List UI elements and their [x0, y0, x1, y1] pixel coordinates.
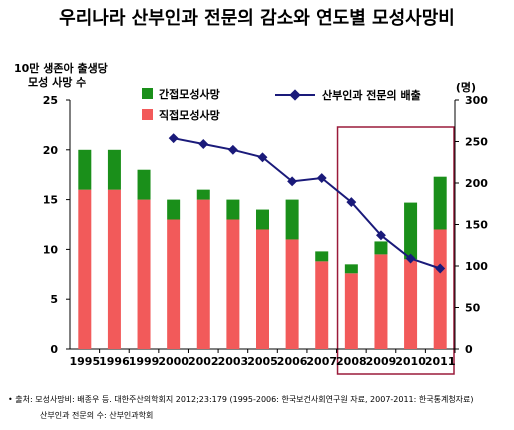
- legend-swatch-indirect: [142, 88, 153, 99]
- x-tick-label: 2008: [336, 355, 367, 368]
- x-tick-label: 2006: [277, 355, 308, 368]
- source-note-2: 산부인과 전문의 수: 산부인과학회: [40, 410, 153, 420]
- bar-indirect-2011: [433, 176, 447, 230]
- x-tick-label: 2002: [188, 355, 219, 368]
- chart-title: 우리나라 산부인과 전문의 감소와 연도별 모성사망비: [59, 8, 455, 29]
- source-note: • 출처: 모성사망비: 배종우 등. 대한주산의학회지 2012;23:179…: [8, 394, 474, 404]
- bar-direct-2010: [404, 259, 418, 349]
- bar-direct-2005: [256, 229, 269, 349]
- right-tick-label: 300: [465, 94, 488, 107]
- x-tick-label: 2007: [306, 355, 337, 368]
- x-tick-label: 2003: [218, 355, 249, 368]
- bar-indirect-2008: [344, 264, 358, 274]
- bar-indirect-2007: [315, 251, 329, 262]
- bar-indirect-1995: [78, 149, 92, 190]
- bar-indirect-2010: [404, 202, 418, 260]
- right-tick-label: 250: [465, 136, 488, 149]
- x-tick-label: 2000: [158, 355, 189, 368]
- left-tick-label: 20: [43, 144, 59, 157]
- right-tick-label: 200: [465, 177, 488, 190]
- bar-direct-2003: [226, 219, 240, 349]
- highlight-box: [336, 126, 455, 375]
- left-tick-label: 15: [43, 194, 58, 207]
- line-point-2006: [287, 176, 298, 187]
- x-tick-label: 2011: [425, 355, 456, 368]
- left-tick-label: 10: [43, 243, 59, 256]
- line-point-2003: [227, 144, 238, 155]
- left-axis-label-line1: 10만 생존아 출생당: [14, 61, 108, 75]
- bar-indirect-2006: [285, 199, 299, 240]
- bar-indirect-2003: [226, 199, 240, 220]
- right-tick-label: 0: [465, 343, 473, 356]
- right-tick-label: 150: [465, 219, 488, 232]
- line-point-2008: [346, 197, 357, 208]
- line-specialists: [173, 137, 441, 270]
- left-tick-label: 25: [43, 94, 58, 107]
- x-tick-label: 1995: [69, 355, 100, 368]
- right-axis-label: (명): [456, 80, 476, 94]
- line-point-2007: [316, 173, 327, 183]
- bar-direct-1996: [107, 189, 121, 349]
- bar-indirect-2000: [167, 199, 181, 220]
- bar-direct-2008: [344, 273, 358, 349]
- left-tick-label: 5: [50, 293, 58, 306]
- legend-label-indirect: 간접모성사망: [159, 87, 220, 101]
- line-point-2005: [257, 152, 268, 163]
- bar-direct-2009: [374, 254, 388, 349]
- bar-indirect-1996: [107, 149, 121, 190]
- left-axis-label-line2: 모성 사망 수: [28, 75, 86, 89]
- line-point-2000: [168, 133, 179, 144]
- bar-direct-1995: [78, 189, 92, 349]
- legend-label-specialists: 산부인과 전문의 배출: [322, 88, 421, 102]
- x-tick-label: 1996: [99, 355, 130, 368]
- bar-direct-2002: [196, 199, 210, 349]
- line-point-2009: [376, 230, 386, 241]
- line-point-2011: [435, 263, 446, 274]
- left-tick-label: 0: [50, 343, 58, 356]
- legend-swatch-direct: [142, 109, 153, 120]
- right-tick-label: 50: [465, 302, 481, 315]
- bar-direct-2011: [433, 229, 447, 349]
- x-tick-label: 2010: [395, 355, 426, 368]
- bar-indirect-1999: [137, 169, 151, 200]
- legend-marker-specialists: [289, 89, 301, 101]
- x-tick-label: 2005: [247, 355, 278, 368]
- x-tick-label: 1999: [129, 355, 160, 368]
- bar-direct-2000: [167, 219, 181, 349]
- legend-label-direct: 직접모성사망: [159, 108, 220, 122]
- right-tick-label: 100: [465, 260, 488, 273]
- line-point-2002: [198, 139, 209, 149]
- bar-indirect-2005: [256, 209, 269, 230]
- bar-direct-2006: [285, 239, 299, 349]
- bar-indirect-2002: [196, 189, 210, 200]
- bar-indirect-2009: [374, 241, 388, 255]
- bar-direct-2007: [315, 261, 329, 349]
- bar-direct-1999: [137, 199, 151, 349]
- x-tick-label: 2009: [366, 355, 397, 368]
